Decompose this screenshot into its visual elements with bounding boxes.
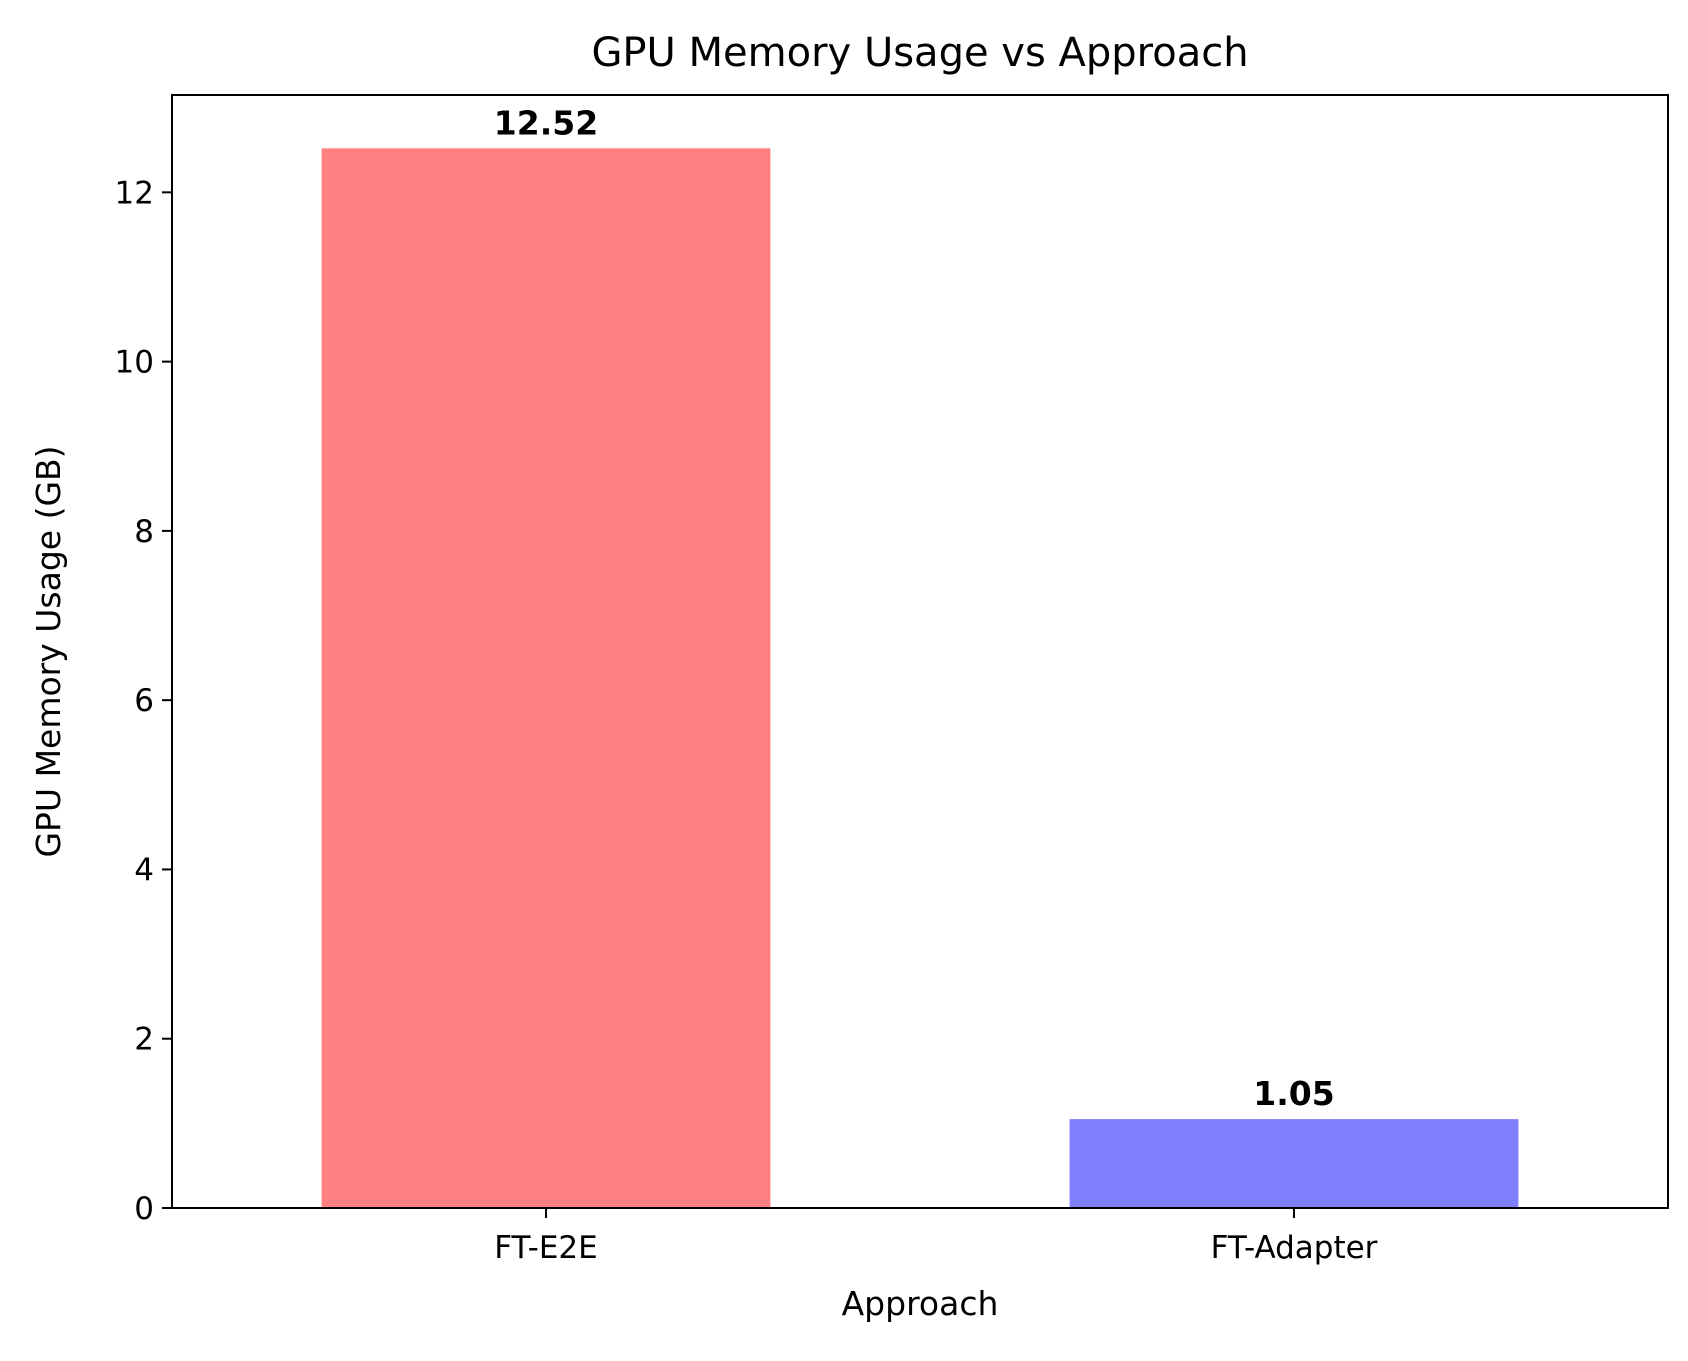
y-axis-ticks: 0 2 4 6 8 10 12 <box>115 175 172 1227</box>
bar-ft-e2e <box>321 148 771 1209</box>
data-label-ft-adapter: 1.05 <box>1253 1074 1334 1113</box>
y-tick-label: 10 <box>115 345 154 381</box>
y-tick-label: 2 <box>134 1022 154 1058</box>
y-tick-label: 0 <box>134 1191 154 1227</box>
data-labels-group: 12.52 1.05 <box>494 103 1335 1113</box>
plot-frame <box>171 94 1669 1209</box>
bar-ft-adapter <box>1069 1119 1519 1208</box>
chart-title: GPU Memory Usage vs Approach <box>591 30 1248 76</box>
y-axis-title: GPU Memory Usage (GB) <box>29 445 68 857</box>
y-tick-label: 12 <box>115 175 154 211</box>
x-tick-label: FT-Adapter <box>1211 1230 1378 1266</box>
x-tick-label: FT-E2E <box>494 1230 597 1266</box>
bars-group <box>321 148 1519 1209</box>
x-axis-title: Approach <box>842 1284 999 1323</box>
y-tick-label: 8 <box>134 514 154 550</box>
y-tick-label: 4 <box>134 852 154 888</box>
x-axis-ticks: FT-E2E FT-Adapter <box>494 1208 1378 1266</box>
y-tick-label: 6 <box>134 683 154 719</box>
data-label-ft-e2e: 12.52 <box>494 103 598 142</box>
